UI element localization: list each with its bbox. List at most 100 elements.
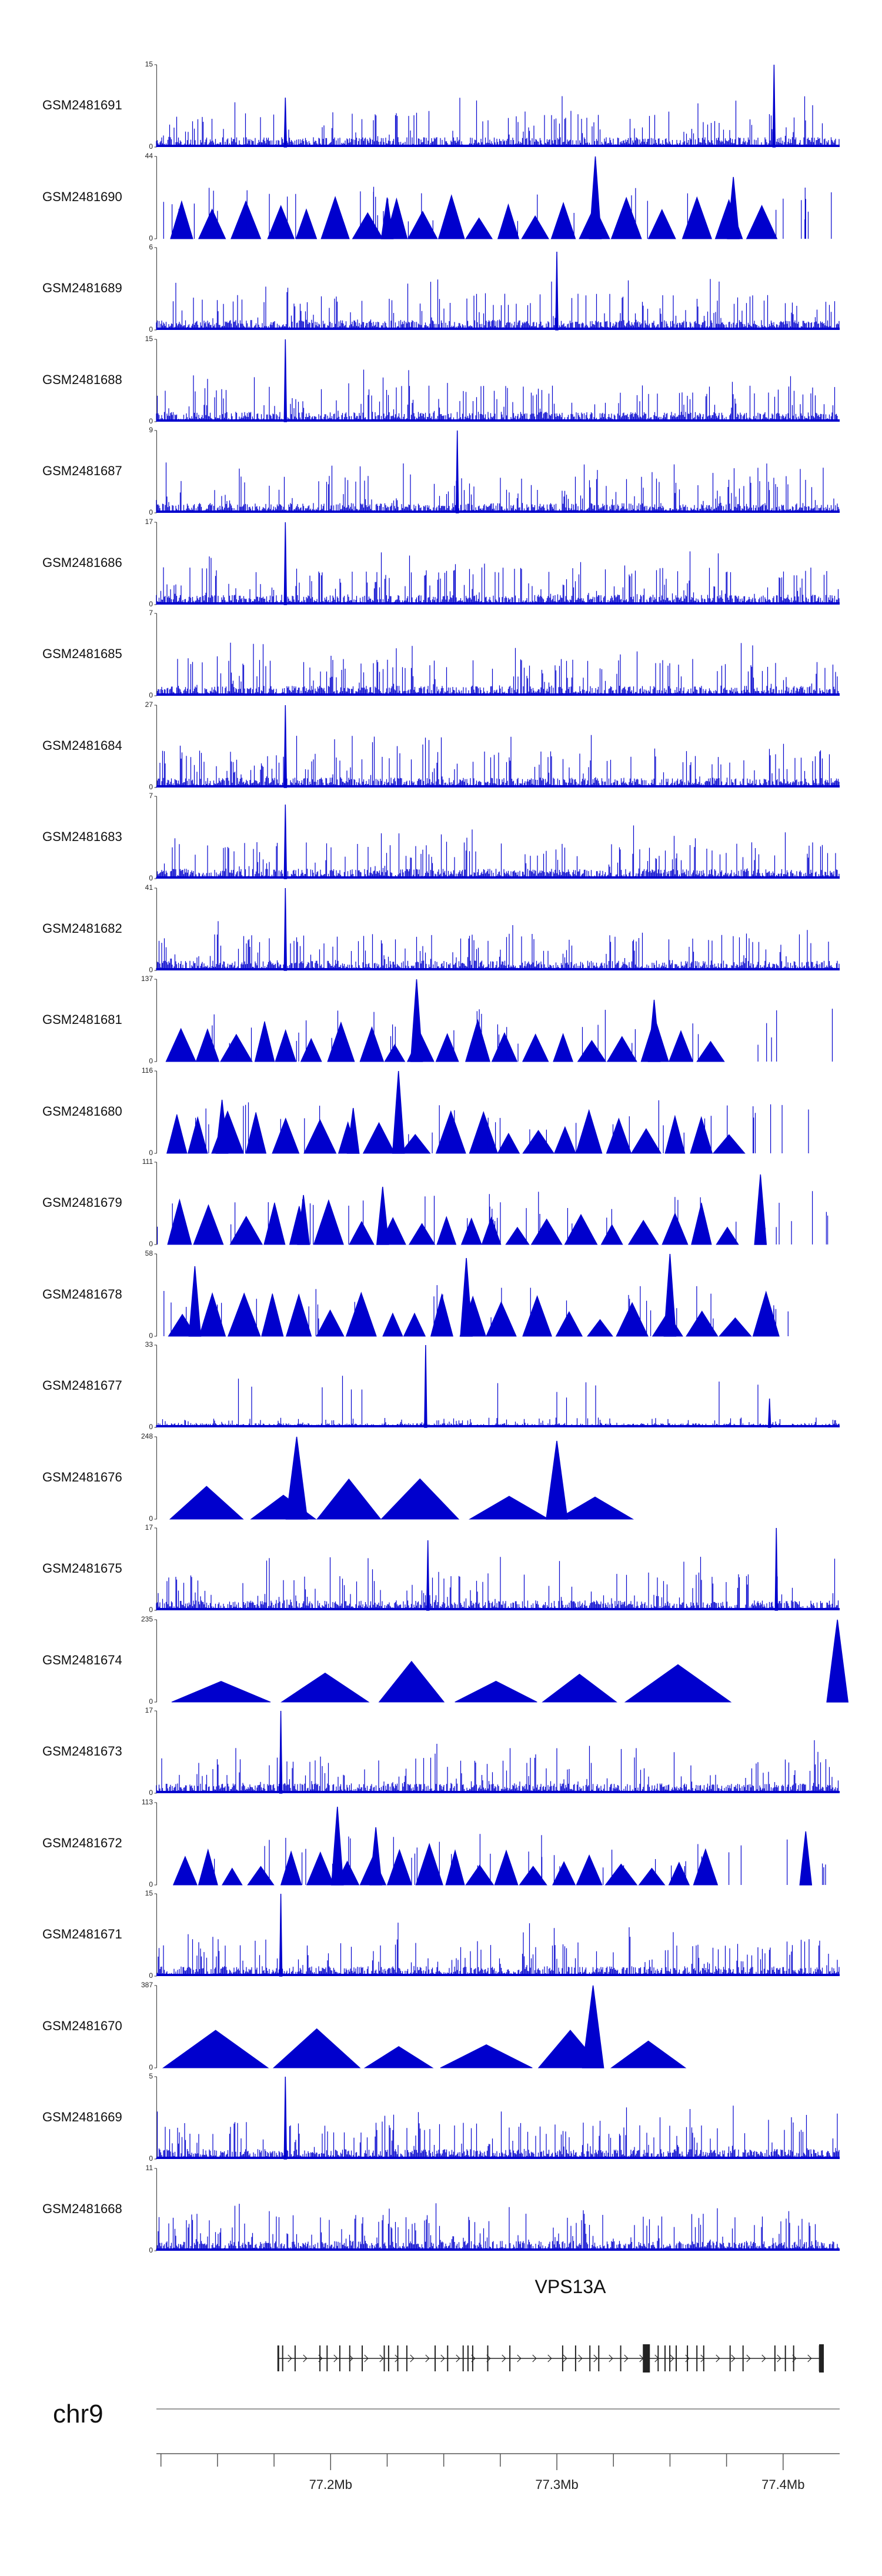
track-plot (154, 247, 840, 331)
gene-annotation-area: VPS13A chr9 77.2Mb 77.3Mb 77.4Mb (0, 2276, 882, 2576)
track-GSM2481670: GSM2481670 387 0 (0, 1981, 882, 2071)
track-ymin-label: 0 (149, 2154, 153, 2163)
coverage-triangle (272, 2028, 361, 2068)
coverage-baseline (156, 1425, 840, 1427)
track-y-axis (154, 64, 157, 148)
track-name: GSM2481673 (42, 1744, 122, 1759)
strand-arrow-icon (746, 2354, 751, 2363)
coverage-peak (283, 804, 288, 879)
track-ymax-label: 7 (149, 792, 153, 800)
coverage-bars (156, 2105, 840, 2159)
track-name: GSM2481686 (42, 555, 122, 570)
coverage-triangle (261, 1293, 284, 1336)
strand-arrow-icon (670, 2354, 674, 2363)
track-ymin-label: 0 (149, 1148, 153, 1157)
coverage-peak (188, 1266, 202, 1337)
coverage-triangle (415, 1842, 443, 1885)
coverage-peak (330, 1806, 344, 1886)
coverage-triangle (229, 1216, 263, 1245)
track-ymin-label: 0 (149, 874, 153, 882)
track-plot (154, 1710, 840, 1794)
coverage-triangle (436, 1216, 457, 1245)
track-ymin-label: 0 (149, 1697, 153, 1706)
genome-axis-tick-label: 77.2Mb (309, 2477, 352, 2492)
coverage-triangle (627, 1219, 659, 1245)
track-plot (154, 1070, 809, 1154)
coverage-triangle (167, 1198, 192, 1245)
strand-arrow-icon (731, 2354, 736, 2363)
chromosome-label: chr9 (53, 2400, 103, 2428)
coverage-triangle (327, 1021, 355, 1062)
coverage-peak (283, 887, 288, 971)
track-ymin-label: 0 (149, 1331, 153, 1340)
coverage-peak (297, 1194, 310, 1245)
coverage-triangle (195, 1028, 220, 1062)
track-GSM2481678: GSM2481678 58 0 (0, 1249, 882, 1340)
track-GSM2481680: GSM2481680 116 0 (0, 1066, 882, 1157)
coverage-triangle (716, 1226, 739, 1245)
coverage-triangle (280, 1672, 370, 1702)
coverage-peak (376, 1186, 389, 1245)
track-ymax-label: 11 (145, 2163, 153, 2172)
coverage-bars (156, 462, 840, 513)
track-ymin-label: 0 (149, 1514, 153, 1523)
track-plot (154, 1344, 840, 1428)
strand-arrow-icon (547, 2354, 552, 2363)
track-y-axis (154, 247, 157, 331)
strand-arrow-icon (502, 2354, 506, 2363)
track-plot (154, 613, 840, 696)
coverage-triangle (530, 1218, 563, 1245)
coverage-triangle (198, 208, 226, 239)
track-GSM2481674: GSM2481674 235 0 (0, 1615, 882, 1706)
track-ymin-label: 0 (149, 2063, 153, 2071)
track-ymin-label: 0 (149, 416, 153, 425)
coverage-triangle (468, 1495, 550, 1519)
track-ymin-label: 0 (149, 691, 153, 699)
coverage-triangle (522, 1033, 549, 1062)
coverage-bars (156, 2203, 840, 2251)
coverage-triangle (295, 208, 318, 239)
track-GSM2481676: GSM2481676 248 0 (0, 1432, 882, 1523)
coverage-triangle (286, 1293, 312, 1336)
coverage-triangle (553, 1033, 574, 1062)
track-y-axis (154, 1710, 157, 1794)
coverage-triangle (465, 216, 493, 239)
strand-arrow-icon (777, 2354, 781, 2363)
track-y-axis (154, 1893, 157, 1977)
coverage-triangle (586, 1319, 613, 1336)
coverage-baseline (156, 145, 840, 147)
track-ymax-label: 9 (149, 426, 153, 434)
coverage-peak (285, 1436, 308, 1520)
coverage-peak (283, 2076, 288, 2160)
coverage-triangle (316, 1478, 382, 1519)
coverage-peak (767, 1398, 771, 1428)
coverage-triangle (166, 1114, 188, 1153)
track-plot (154, 2168, 840, 2251)
strand-arrow-icon (410, 2354, 415, 2363)
track-ymin-label: 0 (149, 2245, 153, 2254)
coverage-triangle (460, 1217, 482, 1245)
gene-start-exon (277, 2345, 279, 2371)
coverage-triangle (352, 212, 383, 239)
track-name: GSM2481687 (42, 463, 122, 478)
coverage-triangle (345, 1291, 377, 1336)
track-name: GSM2481679 (42, 1195, 122, 1210)
strand-arrow-icon (395, 2354, 399, 2363)
track-GSM2481686: GSM2481686 17 0 (0, 518, 882, 608)
coverage-triangle (407, 210, 438, 239)
coverage-triangle (316, 1309, 345, 1336)
track-name: GSM2481676 (42, 1469, 122, 1484)
track-ymax-label: 111 (142, 1157, 153, 1166)
coverage-baseline (156, 2157, 840, 2159)
track-name: GSM2481688 (42, 372, 122, 387)
coverage-triangle (497, 1132, 520, 1153)
coverage-peak (772, 64, 776, 148)
coverage-peak (346, 1107, 360, 1154)
coverage-baseline (156, 328, 840, 330)
track-ymax-label: 17 (145, 1706, 153, 1714)
track-name: GSM2481674 (42, 1652, 122, 1667)
track-ymin-label: 0 (149, 1971, 153, 1980)
coverage-triangle (465, 1019, 490, 1062)
strand-arrow-icon (563, 2354, 567, 2363)
